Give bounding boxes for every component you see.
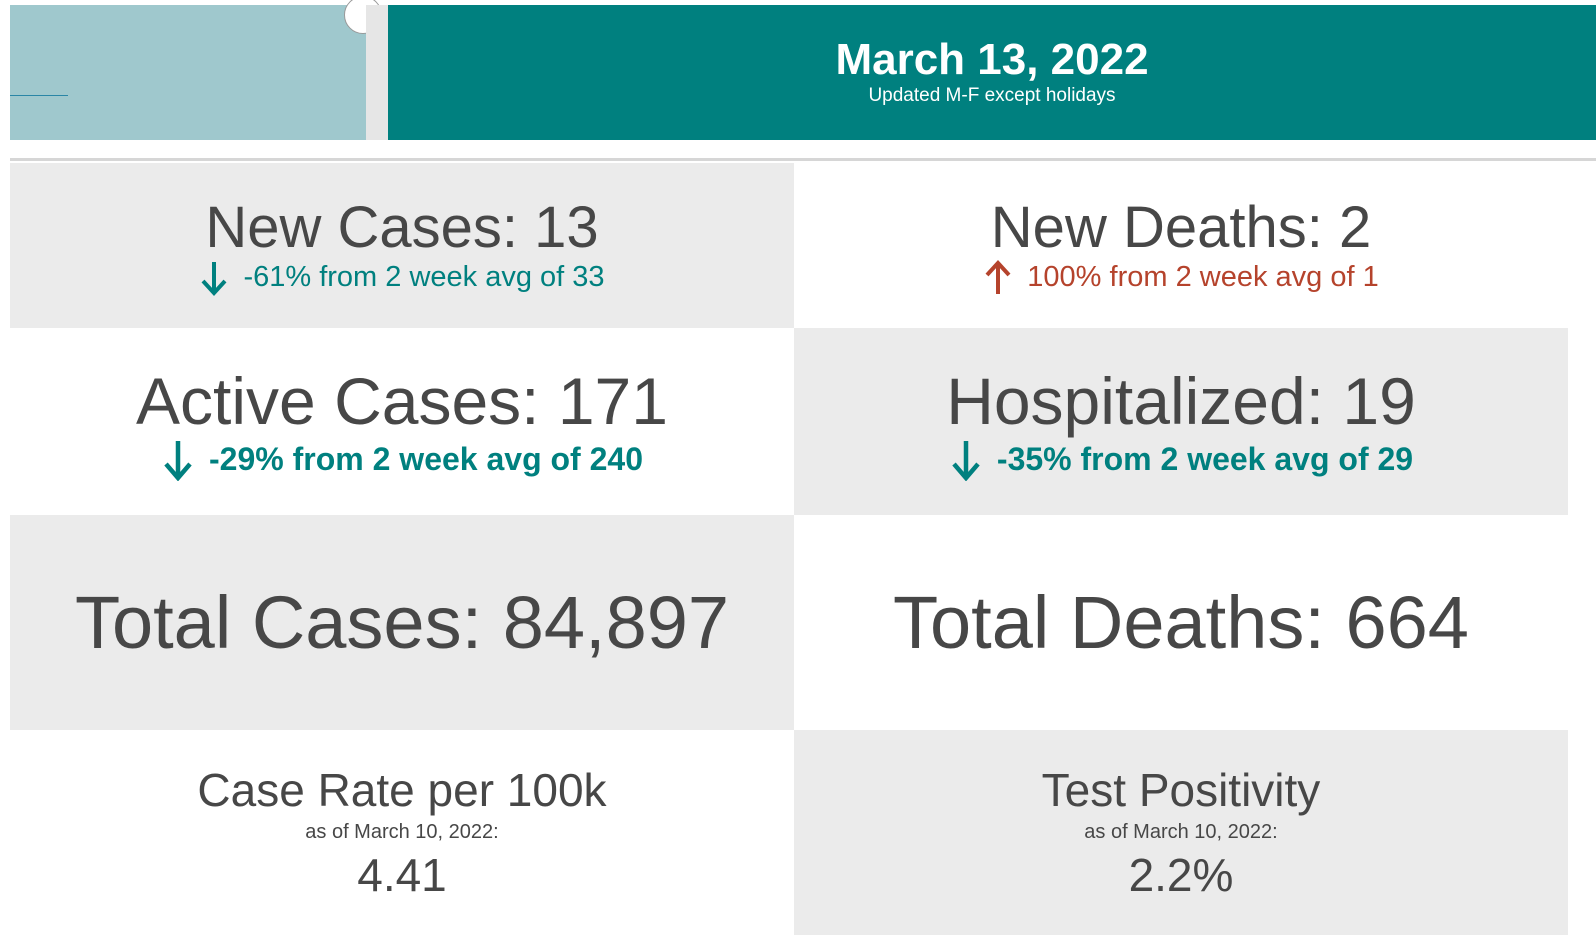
tile-change: -29% from 2 week avg of 240: [209, 441, 643, 477]
side-panel: [10, 5, 366, 140]
separator: [10, 158, 1596, 161]
date: March 13, 2022: [835, 35, 1149, 84]
tile: New Deaths: 2 100% from 2 week avg of 1: [794, 163, 1568, 328]
tile-title: Total Cases: 84,897: [74, 581, 730, 664]
up-arrow: [985, 259, 1011, 294]
tile: Hospitalized: 19 -35% from 2 week avg of…: [794, 328, 1568, 515]
tile-change: -35% from 2 week avg of 29: [996, 441, 1414, 477]
tile-note: as of March 10, 2022:: [1084, 820, 1278, 843]
tile-note: as of March 10, 2022:: [305, 820, 499, 843]
down-arrow: [952, 440, 980, 481]
tile-title: Hospitalized: 19: [946, 363, 1416, 438]
divider: [10, 95, 68, 96]
tile-change: -61% from 2 week avg of 33: [243, 261, 605, 293]
tile-title: New Deaths: 2: [990, 194, 1372, 260]
splitter: [366, 5, 388, 140]
header: March 13, 2022 Updated M-F except holida…: [388, 5, 1596, 140]
tile: Total Cases: 84,897: [10, 515, 794, 730]
tile-title: Case Rate per 100k: [197, 763, 607, 816]
tile: Active Cases: 171 -29% from 2 week avg o…: [10, 328, 794, 515]
tile: New Cases: 13 -61% from 2 week avg of 33: [10, 163, 794, 328]
tile-title: Test Positivity: [1041, 763, 1321, 816]
down-arrow: [164, 440, 192, 481]
tile-value: 2.2%: [1128, 848, 1234, 901]
tile-title: New Cases: 13: [205, 194, 599, 260]
tile-title: Total Deaths: 664: [893, 581, 1469, 664]
tile-title: Active Cases: 171: [136, 363, 668, 438]
tile: Case Rate per 100k as of March 10, 2022:…: [10, 730, 794, 935]
down-arrow: [201, 261, 227, 296]
tile: Total Deaths: 664: [794, 515, 1568, 730]
tile: Test Positivity as of March 10, 2022: 2.…: [794, 730, 1568, 935]
tile-change: 100% from 2 week avg of 1: [1027, 261, 1379, 293]
subtitle: Updated M-F except holidays: [868, 85, 1116, 106]
tile-value: 4.41: [357, 848, 447, 901]
